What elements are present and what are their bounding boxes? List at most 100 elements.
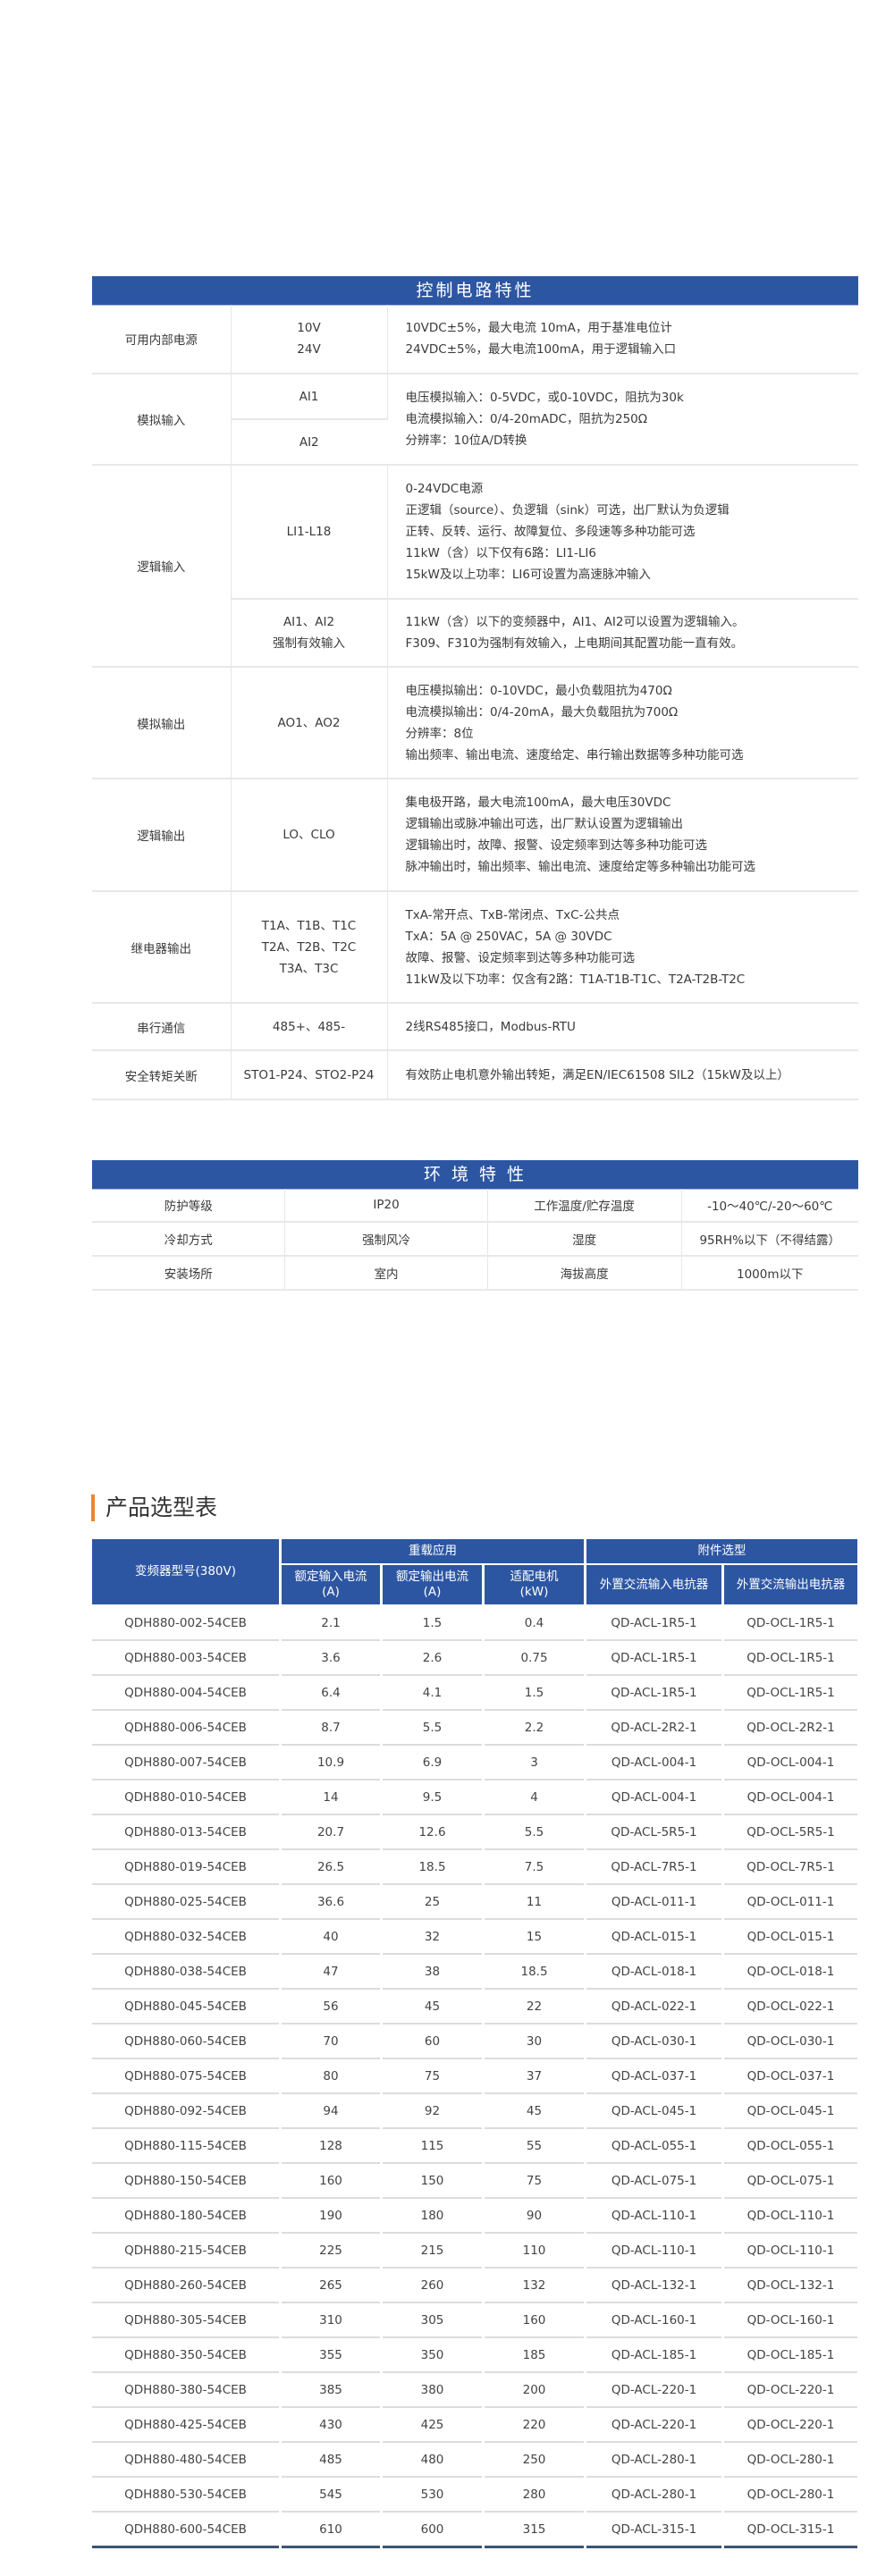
env-label: 冷却方式 [92,1222,286,1257]
motor-power-cell: 250 [485,2443,585,2478]
header-unit: (A) [423,1585,442,1599]
model-cell: QDH880-260-54CEB [92,2269,279,2303]
row-label: 逻辑输入 [92,465,232,668]
model-cell: QDH880-600-54CEB [92,2513,279,2548]
env-value: 室内 [284,1256,488,1291]
header-column: 适配电机 (kW) [485,1565,585,1606]
input-reactor-cell: QD-ACL-1R5-1 [586,1676,722,1711]
model-cell: QDH880-115-54CEB [92,2129,279,2164]
input-reactor-cell: QD-ACL-1R5-1 [586,1641,722,1676]
input-reactor-cell: QD-ACL-185-1 [586,2338,722,2373]
input-current-cell: 26.5 [282,1850,380,1885]
output-current-cell: 350 [383,2338,482,2373]
header-unit: (kW) [519,1585,549,1599]
output-current-cell: 60 [383,2025,482,2059]
table-row: QDH880-019-54CEB 26.5 18.5 7.5 QD-ACL-7R5-1 Q… [92,1850,857,1885]
table-row: QDH880-060-54CEB 70 60 30 QD-ACL-030-1 QD-OCL… [92,2025,857,2059]
input-current-cell: 610 [282,2513,380,2548]
terminal: T1A、T1B、T1C [261,918,357,933]
description-cell: 集电极开路，最大电流100mA，最大电压30VDC 逻辑输出或脉冲输出可选，出厂默… [387,779,858,892]
input-current-cell: 36.6 [282,1885,380,1920]
table-row: QDH880-092-54CEB 94 92 45 QD-ACL-045-1 QD-OCL… [92,2094,857,2129]
output-reactor-cell: QD-OCL-315-1 [724,2513,857,2548]
input-reactor-cell: QD-ACL-7R5-1 [586,1850,722,1885]
output-current-cell: 180 [383,2199,482,2234]
desc-line: 故障、报警、设定频率到达等多种功能可选 [405,950,636,965]
table-row: QDH880-010-54CEB 14 9.5 4 QD-ACL-004-1 QD-OCL… [92,1780,857,1815]
table-row: QDH880-350-54CEB 355 350 185 QD-ACL-185-1 QD-… [92,2338,857,2373]
output-reactor-cell: QD-OCL-1R5-1 [724,1676,857,1711]
table-row: QDH880-032-54CEB 40 32 15 QD-ACL-015-1 QD-OCL… [92,1920,857,1955]
input-reactor-cell: QD-ACL-004-1 [586,1780,722,1815]
table-row: QDH880-215-54CEB 225 215 110 QD-ACL-110-1 QD-… [92,2234,857,2269]
input-reactor-cell: QD-ACL-220-1 [586,2373,722,2408]
row-serial: 串行通信 485+、485- 2线RS485接口，Modbus-RTU [92,1003,858,1051]
row-logic-input: 逻辑输入 LI1-L18 0-24VDC电源 正逻辑（source）、负逻辑（si… [92,465,858,668]
table-row: QDH880-003-54CEB 3.6 2.6 0.75 QD-ACL-1R5-1 QD… [92,1641,857,1676]
environment-row: 冷却方式 强制风冷 湿度 95RH%以下（不得结露） [92,1222,858,1257]
input-reactor-cell: QD-ACL-220-1 [586,2408,722,2443]
output-reactor-cell: QD-OCL-015-1 [724,1920,857,1955]
table-row: QDH880-600-54CEB 610 600 315 QD-ACL-315-1 QD-… [92,2513,857,2548]
desc-line: TxA-常开点、TxB-常闭点、TxC-公共点 [405,907,620,922]
model-cell: QDH880-013-54CEB [92,1815,279,1850]
input-reactor-cell: QD-ACL-315-1 [586,2513,722,2548]
input-reactor-cell: QD-ACL-132-1 [586,2269,722,2303]
header-label: 额定输入电流 [294,1570,367,1584]
env-value: 强制风冷 [284,1222,488,1257]
desc-line: 正逻辑（source）、负逻辑（sink）可选，出厂默认为负逻辑 [405,503,730,518]
row-label: 安全转矩关断 [92,1050,232,1100]
row-logic-output: 逻辑输出 LO、CLO 集电极开路，最大电流100mA，最大电压30VDC 逻辑输… [92,779,858,892]
model-cell: QDH880-092-54CEB [92,2094,279,2129]
input-current-cell: 355 [282,2338,380,2373]
model-cell: QDH880-032-54CEB [92,1920,279,1955]
header-label: 外置交流输出电抗器 [736,1577,846,1592]
input-current-cell: 225 [282,2234,380,2269]
output-current-cell: 4.1 [383,1676,482,1711]
input-current-cell: 310 [282,2303,380,2338]
table-row: QDH880-075-54CEB 80 75 37 QD-ACL-037-1 QD-OCL… [92,2059,857,2094]
motor-power-cell: 2.2 [485,1711,585,1746]
table-row: QDH880-038-54CEB 47 38 18.5 QD-ACL-018-1 QD-O… [92,1955,857,1990]
output-reactor-cell: QD-OCL-004-1 [724,1780,857,1815]
model-cell: QDH880-007-54CEB [92,1746,279,1780]
output-current-cell: 305 [383,2303,482,2338]
environment-row: 安装场所 室内 海拔高度 1000m以下 [92,1256,858,1291]
table-row: QDH880-425-54CEB 430 425 220 QD-ACL-220-1 QD-… [92,2408,857,2443]
control-circuit-table: 可用内部电源 10V 24V 10VDC±5%，最大电流 10mA，用于基准电位计… [92,305,858,1100]
motor-power-cell: 185 [485,2338,585,2373]
environment-section: 环 境 特 性 防护等级 IP20 工作温度/贮存温度 -10～40℃/-20～60℃… [92,1160,858,1291]
motor-power-cell: 37 [485,2059,585,2094]
input-reactor-cell: QD-ACL-110-1 [586,2199,722,2234]
output-reactor-cell: QD-OCL-045-1 [724,2094,857,2129]
output-current-cell: 1.5 [383,1606,482,1641]
output-current-cell: 215 [383,2234,482,2269]
input-current-cell: 56 [282,1990,380,2025]
motor-power-cell: 220 [485,2408,585,2443]
motor-power-cell: 5.5 [485,1815,585,1850]
desc-line: F309、F310为强制有效输入，上电期间其配置功能一直有效。 [405,636,744,651]
header-group-row: 变频器型号(380V) 重载应用 附件选型 [92,1539,857,1606]
output-current-cell: 9.5 [383,1780,482,1815]
model-cell: QDH880-075-54CEB [92,2059,279,2094]
motor-power-cell: 200 [485,2373,585,2408]
input-current-cell: 485 [282,2443,380,2478]
input-reactor-cell: QD-ACL-037-1 [586,2059,722,2094]
table-row: QDH880-002-54CEB 2.1 1.5 0.4 QD-ACL-1R5-1 QD-… [92,1606,857,1641]
terminal: AI2 [231,419,387,466]
output-current-cell: 480 [383,2443,482,2478]
input-reactor-cell: QD-ACL-2R2-1 [586,1711,722,1746]
motor-power-cell: 15 [485,1920,585,1955]
desc-line: 电流模拟输入：0/4-20mADC，阻抗为250Ω [405,412,648,426]
motor-power-cell: 45 [485,2094,585,2129]
output-current-cell: 600 [383,2513,482,2548]
env-label: 工作温度/贮存温度 [487,1189,682,1223]
output-reactor-cell: QD-OCL-7R5-1 [724,1850,857,1885]
desc-line: TxA：5A @ 250VAC，5A @ 30VDC [405,929,612,944]
header-label: 适配电机 [510,1570,559,1584]
row-analog-input: 模拟输入 AI1 电压模拟输入：0-5VDC，或0-10VDC，阻抗为30k 电流… [92,374,858,466]
model-cell: QDH880-215-54CEB [92,2234,279,2269]
output-current-cell: 2.6 [383,1641,482,1676]
header-column: 外置交流输出电抗器 [724,1565,857,1606]
description-cell: 电压模拟输入：0-5VDC，或0-10VDC，阻抗为30k 电流模拟输入：0/4-… [387,374,858,466]
